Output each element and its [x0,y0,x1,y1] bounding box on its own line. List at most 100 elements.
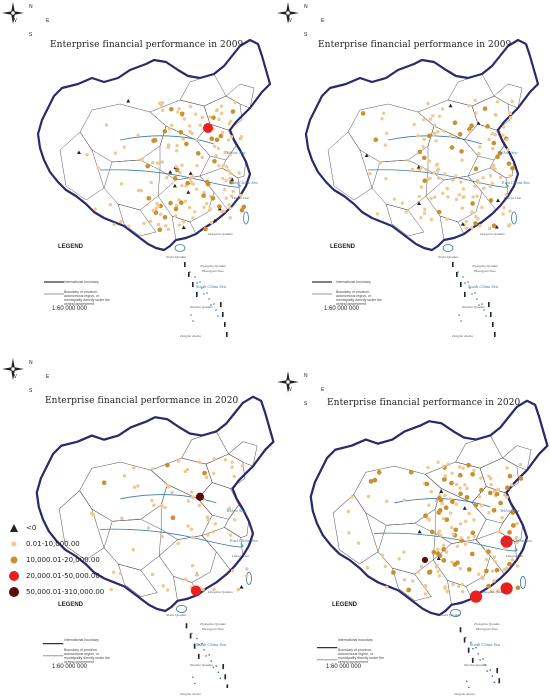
value-marker [485,124,490,129]
value-marker [502,546,507,551]
value-marker [423,513,428,519]
value-marker [221,163,226,167]
value-marker [209,220,214,225]
value-marker [461,187,466,191]
value-marker [421,155,427,161]
value-marker [504,485,510,491]
map-panel-2009-a: Enterprise financial performance in 2009 [0,0,275,344]
value-marker [518,462,523,467]
map-label-south-china-sea: South China Sea [468,284,498,289]
value-marker [408,469,414,475]
map-label-scale: 1:60 000 000 [52,664,88,670]
map-label-east-china-sea: East China Sea [504,538,532,543]
value-marker [198,460,202,465]
value-marker [184,141,189,147]
province-boundary [502,445,532,471]
value-marker [230,465,234,469]
value-marker [208,206,212,211]
value-marker [480,575,484,579]
value-marker [186,524,190,528]
province-boundary [332,494,379,565]
value-marker [429,196,433,201]
value-marker [167,485,171,489]
value-marker [212,456,217,461]
value-marker [457,472,463,478]
negative-marker [188,171,193,175]
map-label-nansha: Nansha Qundao [464,663,487,667]
value-marker [487,137,491,142]
value-marker [460,158,464,162]
value-marker [132,485,137,490]
value-marker [470,226,474,230]
value-marker [185,180,190,186]
national-boundary [309,399,549,617]
compass-rose-icon [277,371,299,393]
value-marker [442,477,447,482]
value-marker [474,214,478,219]
value-marker [222,187,227,192]
value-marker [489,482,493,487]
value-marker [380,117,384,121]
map-label-east-china-sea: East China Sea [230,538,258,543]
island-dot [217,671,220,674]
maritime-dash [452,262,454,267]
value-marker [411,579,415,583]
value-marker [391,570,396,575]
value-marker [385,131,389,136]
value-marker [211,530,216,534]
map-label-nansha: Nansha Qundao [190,663,213,667]
river [373,532,518,552]
negative-marker [417,529,422,534]
map-label-east-china-sea: East China Sea [230,180,258,185]
legend-label: <0 [26,524,37,532]
value-marker [154,206,158,211]
island-dot [482,658,484,660]
value-marker [504,138,509,142]
compass-rose-icon [2,2,24,24]
maritime-dash [196,292,198,297]
value-marker [170,515,176,521]
value-marker [126,224,131,228]
river [387,135,483,145]
maritime-dash [460,282,462,287]
island-dot [466,680,468,683]
island-dot [206,292,208,294]
value-marker [161,108,165,113]
value-marker [151,208,155,213]
value-marker [204,201,209,206]
value-marker [412,122,416,127]
value-marker [208,115,212,119]
value-marker [431,114,435,118]
value-marker [419,185,424,189]
value-marker [473,166,479,172]
maritime-dash [498,678,501,684]
value-marker [176,110,180,114]
value-marker [444,517,450,523]
value-marker [212,587,216,591]
island-dot [201,642,203,645]
value-marker [113,151,117,155]
value-marker [139,189,143,193]
negative-marker [364,153,369,157]
value-marker [193,112,198,116]
island-dot [476,298,478,300]
value-marker [444,550,449,554]
value-marker [458,486,462,490]
map-label-zengmu: Zengmu Ansha [180,692,201,696]
value-marker [490,132,494,136]
value-marker [459,149,464,154]
compass-letter-n: N [29,360,33,366]
value-marker [347,531,351,535]
province-boundary [479,457,520,493]
value-marker [229,135,234,139]
compass-letter-w: W [12,18,17,24]
value-marker [487,490,493,496]
value-marker [460,589,465,594]
value-marker [429,490,433,494]
value-marker [149,180,153,185]
island-dot [213,303,215,305]
value-marker [180,184,184,188]
value-marker [177,106,181,111]
value-marker [422,118,426,122]
value-marker [501,212,505,216]
